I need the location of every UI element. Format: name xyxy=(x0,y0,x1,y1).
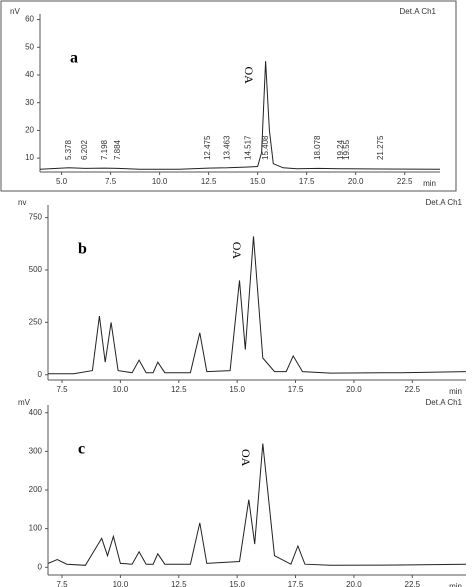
peak-time-label: 15.408 xyxy=(261,135,270,160)
panel-label: c xyxy=(78,441,85,458)
peak-time-label: 14.517 xyxy=(243,135,252,160)
peak-time-label: 12.475 xyxy=(203,135,212,160)
x-tick-label: 20.0 xyxy=(348,177,364,186)
peak-time-label: 18.078 xyxy=(313,135,322,160)
x-tick-label: 20.0 xyxy=(346,385,362,394)
x-tick-label: 7.5 xyxy=(56,580,68,587)
x-tick-label: 15.0 xyxy=(229,580,245,587)
x-axis-label: min xyxy=(449,387,462,396)
panel-a-frame xyxy=(0,0,457,192)
y-tick-label: 400 xyxy=(29,408,43,417)
x-axis-label: min xyxy=(449,582,462,587)
peak-time-label: 13.463 xyxy=(223,135,232,160)
x-tick-label: 12.5 xyxy=(201,177,217,186)
y-tick-label: 0 xyxy=(38,370,43,379)
y-tick-label: 200 xyxy=(29,485,43,494)
chromatogram-line xyxy=(39,61,441,170)
x-tick-label: 20.0 xyxy=(346,580,362,587)
peak-time-label: 5.378 xyxy=(64,139,73,160)
y-tick-label: 100 xyxy=(29,524,43,533)
x-tick-label: 10.0 xyxy=(113,385,129,394)
y-tick-label: 250 xyxy=(29,317,43,326)
detector-label: Det.A Ch1 xyxy=(426,398,463,407)
peak-time-label: 7.198 xyxy=(100,139,109,160)
peak-time-label: 19.55 xyxy=(342,139,351,160)
x-axis-label: min xyxy=(423,179,436,188)
detector-label: Det.A Ch1 xyxy=(426,198,463,207)
y-tick-label: 60 xyxy=(25,15,34,24)
peak-annotation: OA xyxy=(230,242,244,260)
y-unit: nv xyxy=(18,198,26,207)
x-tick-label: 17.5 xyxy=(299,177,315,186)
peak-time-label: 7.884 xyxy=(113,139,122,160)
panel-label: a xyxy=(70,50,78,67)
y-unit: nV xyxy=(10,7,20,16)
x-tick-label: 15.0 xyxy=(229,385,245,394)
x-tick-label: 22.5 xyxy=(405,385,421,394)
x-tick-label: 10.0 xyxy=(113,580,129,587)
x-tick-label: 12.5 xyxy=(171,385,187,394)
peak-annotation: OA xyxy=(239,449,253,467)
panel-label: b xyxy=(78,241,87,258)
chromatogram-line xyxy=(47,443,467,566)
x-tick-label: 15.0 xyxy=(250,177,266,186)
y-tick-label: 300 xyxy=(29,446,43,455)
y-tick-label: 0 xyxy=(38,562,43,571)
x-tick-label: 7.5 xyxy=(56,385,68,394)
y-tick-label: 30 xyxy=(25,98,34,107)
y-tick-label: 20 xyxy=(25,126,34,135)
y-tick-label: 750 xyxy=(29,213,43,222)
peak-annotation: OA xyxy=(242,66,256,84)
x-tick-label: 10.0 xyxy=(152,177,168,186)
chromatogram-line xyxy=(48,236,467,375)
peak-time-label: 19.24 xyxy=(336,139,345,160)
y-tick-label: 10 xyxy=(25,153,34,162)
y-tick-label: 50 xyxy=(25,42,34,51)
x-tick-label: 22.5 xyxy=(405,580,421,587)
x-tick-label: 22.5 xyxy=(397,177,413,186)
x-tick-label: 12.5 xyxy=(171,580,187,587)
peak-time-label: 6.202 xyxy=(80,139,89,160)
y-tick-label: 40 xyxy=(25,70,34,79)
peak-time-label: 21.275 xyxy=(376,135,385,160)
x-tick-label: 7.5 xyxy=(105,177,117,186)
detector-label: Det.A Ch1 xyxy=(400,7,437,16)
y-tick-label: 500 xyxy=(29,265,43,274)
x-tick-label: 17.5 xyxy=(288,580,304,587)
y-unit: mV xyxy=(18,398,31,407)
x-tick-label: 5.0 xyxy=(56,177,68,186)
x-tick-label: 17.5 xyxy=(288,385,304,394)
